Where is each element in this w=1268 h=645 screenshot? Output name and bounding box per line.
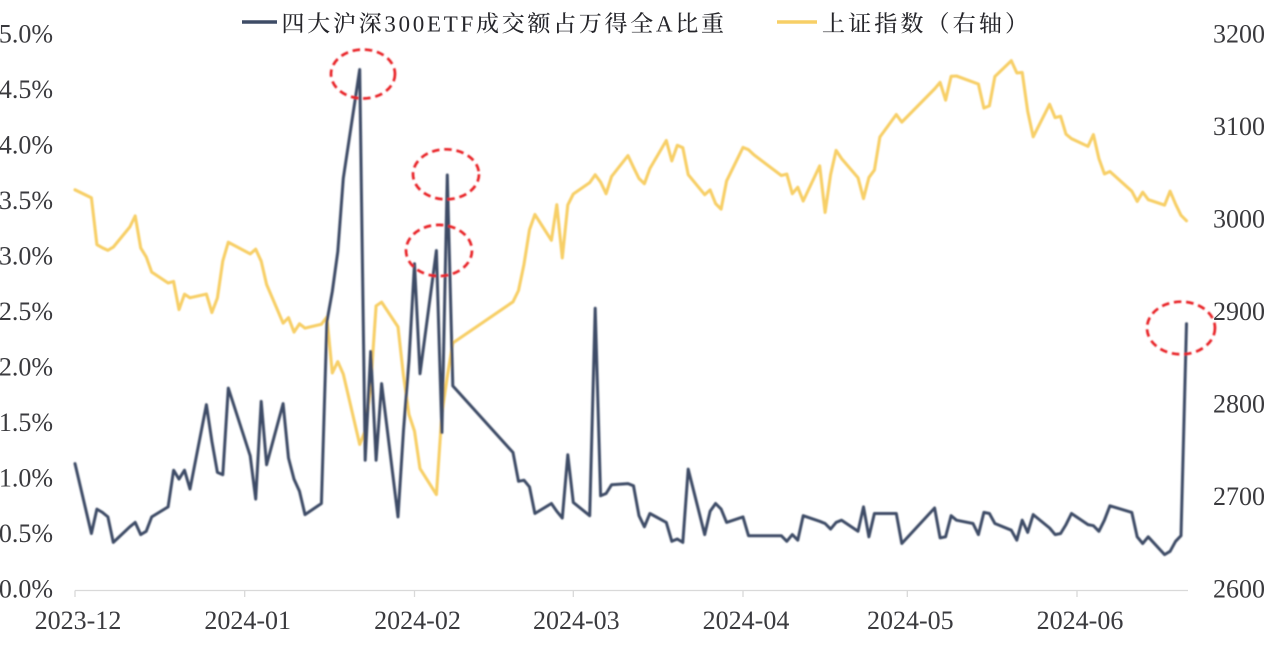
svg-text:3.0%: 3.0% [0, 242, 53, 271]
svg-text:0.5%: 0.5% [0, 519, 53, 548]
svg-text:1.0%: 1.0% [0, 464, 53, 493]
svg-text:3100: 3100 [1213, 112, 1265, 141]
svg-text:4.5%: 4.5% [0, 75, 53, 104]
svg-text:3200: 3200 [1213, 20, 1265, 49]
svg-text:0.0%: 0.0% [0, 575, 53, 604]
svg-text:3.5%: 3.5% [0, 186, 53, 215]
svg-text:2024-05: 2024-05 [867, 606, 954, 635]
svg-text:2024-02: 2024-02 [374, 606, 461, 635]
svg-text:2800: 2800 [1213, 390, 1265, 419]
svg-text:3000: 3000 [1213, 205, 1265, 234]
svg-text:2900: 2900 [1213, 297, 1265, 326]
svg-text:2024-06: 2024-06 [1037, 606, 1124, 635]
svg-text:4.0%: 4.0% [0, 131, 53, 160]
svg-text:2024-03: 2024-03 [533, 606, 620, 635]
svg-text:5.0%: 5.0% [0, 20, 53, 49]
svg-text:2024-04: 2024-04 [703, 606, 790, 635]
svg-text:2024-01: 2024-01 [204, 606, 291, 635]
svg-text:1.5%: 1.5% [0, 408, 53, 437]
svg-text:2.0%: 2.0% [0, 353, 53, 382]
svg-text:2700: 2700 [1213, 482, 1265, 511]
svg-text:2023-12: 2023-12 [35, 606, 122, 635]
svg-text:2.5%: 2.5% [0, 297, 53, 326]
svg-text:2600: 2600 [1213, 575, 1265, 604]
